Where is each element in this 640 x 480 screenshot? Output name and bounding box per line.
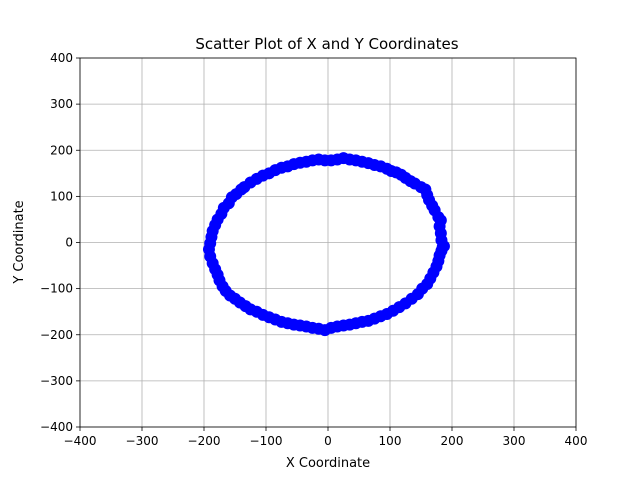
x-tick-label: 200 [441,434,464,448]
x-tick-label: −300 [126,434,159,448]
y-tick-label: 300 [50,97,73,111]
x-tick-label: −200 [188,434,221,448]
x-tick-label: 300 [503,434,526,448]
grid-lines [79,57,577,428]
x-tick-label: −400 [64,434,97,448]
y-tick-label: −200 [40,328,73,342]
scatter-point [437,240,450,253]
y-tick-label: 0 [65,236,73,250]
x-axis-label: X Coordinate [286,456,370,471]
y-tick-label: 200 [50,143,73,157]
scatter-points [202,152,450,337]
y-tick-label: 100 [50,189,73,203]
y-tick-label: −100 [40,282,73,296]
chart-title: Scatter Plot of X and Y Coordinates [195,35,458,53]
x-tick-label: 400 [565,434,588,448]
x-tick-label: 100 [379,434,402,448]
x-tick-label: 0 [324,434,332,448]
y-tick-label: 400 [50,51,73,65]
y-axis-label: Y Coordinate [12,200,27,284]
y-tick-label: −300 [40,374,73,388]
y-axis-ticks: −400 −300 −200 −100 0 100 200 300 400 [40,51,80,434]
y-tick-label: −400 [40,420,73,434]
x-tick-label: −100 [250,434,283,448]
x-axis-ticks: −400 −300 −200 −100 0 100 200 300 400 [64,427,588,448]
